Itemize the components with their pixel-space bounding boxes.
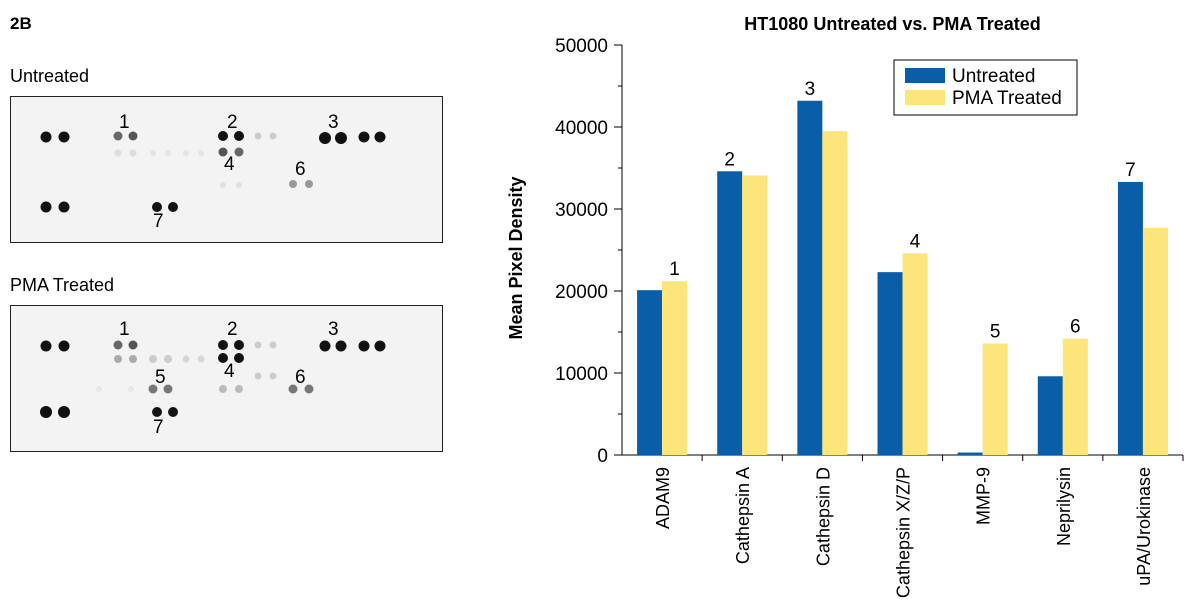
blot-untreated-label-3: 3 [328,112,339,133]
blot-pma-label-7: 7 [153,417,164,438]
y-tick-label: 20000 [555,282,608,303]
bar-pma-treated [742,175,768,455]
bar-untreated [1037,376,1063,455]
x-tick-label: Neprilysin [1054,467,1074,546]
blot-title-pma: PMA Treated [10,275,115,295]
blot-pma-treated: 1 2 3 5 4 6 7 [10,305,443,452]
bar-pma-treated [662,281,688,455]
blot-pma-label-1: 1 [119,319,130,340]
blot-untreated-label-2: 2 [227,112,238,133]
x-tick-label: Cathepsin A [733,467,753,564]
blot-pma-label-5: 5 [155,367,166,388]
y-axis-label: Mean Pixel Density [506,176,526,339]
bar-untreated [877,272,903,455]
y-tick-label: 30000 [555,200,608,221]
bar-pma-treated [822,131,848,455]
chart-title: HT1080 Untreated vs. PMA Treated [744,14,1040,34]
bar-number-label: 2 [724,149,735,170]
bar-number-label: 3 [805,79,816,100]
y-tick-label: 10000 [555,364,608,385]
bar-number-label: 1 [669,259,680,280]
x-tick-label: uPA/Urokinase [1134,467,1154,586]
blot-pma-dots: 1 2 3 5 4 6 7 [40,319,386,438]
bar-number-label: 5 [990,321,1001,342]
x-tick-label: Cathepsin X/Z/P [894,467,914,598]
blot-pma-label-4: 4 [224,361,235,382]
bar-number-label: 4 [910,231,921,252]
blot-title-untreated: Untreated [10,66,90,86]
bar-untreated [957,452,983,455]
blot-untreated-label-1: 1 [119,112,130,133]
blot-untreated-dots: 1 2 3 4 6 7 [40,112,386,232]
bar-untreated [797,100,823,455]
legend-swatch-pma-treated [905,90,945,105]
blot-pma-label-6: 6 [295,367,306,388]
legend-swatch-untreated [905,68,945,83]
blot-pma-label-3: 3 [328,319,339,340]
blot-untreated-label-7: 7 [153,211,164,232]
bar-untreated [1117,181,1143,455]
legend-label-pma-treated: PMA Treated [952,88,1062,109]
blot-untreated: 1 2 3 4 6 7 [10,96,443,243]
figure-label: 2B [10,14,32,33]
bar-pma-treated [1062,338,1088,455]
y-tick-label: 50000 [555,36,608,57]
x-tick-label: ADAM9 [653,467,673,529]
blot-untreated-label-4: 4 [224,154,235,175]
y-tick-label: 0 [597,446,608,467]
blot-pma-label-2: 2 [227,319,238,340]
bar-number-label: 7 [1125,160,1136,181]
bar-untreated [717,171,743,455]
x-tick-label: MMP-9 [974,467,994,525]
x-tick-label: Cathepsin D [813,467,833,566]
bar-pma-treated [982,343,1008,455]
bar-pma-treated [1142,227,1168,455]
y-tick-label: 40000 [555,118,608,139]
bar-untreated [637,290,663,455]
blot-untreated-label-6: 6 [295,159,306,180]
bar-number-label: 6 [1070,317,1081,338]
bar-pma-treated [902,253,928,455]
legend-label-untreated: Untreated [952,66,1035,87]
